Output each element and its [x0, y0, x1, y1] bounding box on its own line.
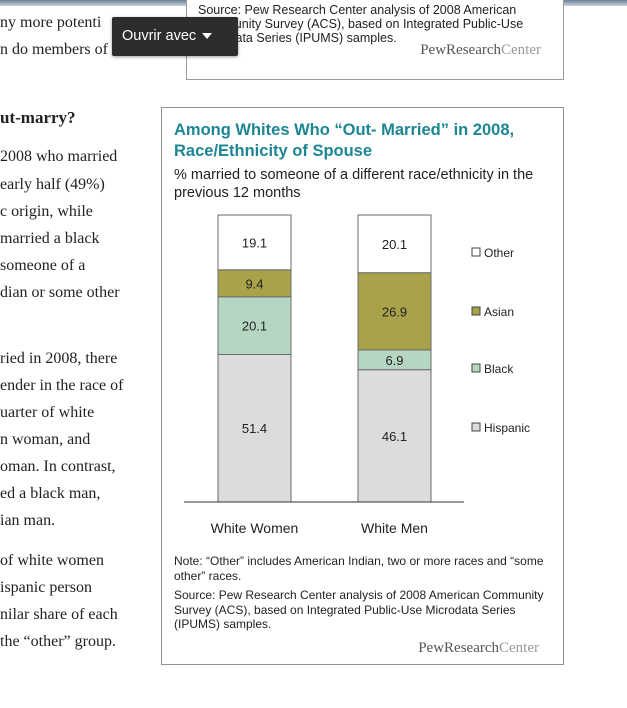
data-label: 9.4	[245, 276, 263, 291]
data-label: 26.9	[382, 304, 407, 319]
data-label: 20.1	[242, 319, 267, 334]
text-line: ispanic person	[0, 579, 92, 596]
chevron-down-icon	[202, 33, 213, 40]
pew-research-logo: PewResearchCenter	[420, 42, 541, 58]
legend-swatch-other	[471, 247, 481, 257]
legend-label-other: Other	[484, 246, 514, 260]
open-with-button[interactable]: Ouvrir avec	[112, 17, 238, 56]
text-line: early half (49%)	[0, 176, 105, 193]
open-with-label: Ouvrir avec	[122, 28, 197, 44]
category-label: White Women	[211, 520, 299, 536]
section-heading: ut-marry?	[0, 108, 76, 127]
chart-title: Among Whites Who “Out- Married” in 2008,…	[174, 121, 515, 160]
text-line: nilar share of each	[0, 606, 118, 623]
legend-swatch-hispanic	[471, 422, 481, 432]
pew-research-logo: PewResearchCenter	[418, 640, 539, 656]
bar-segment-other	[357, 214, 432, 274]
text-line: ny more potenti	[0, 14, 102, 31]
text-line: oman. In contrast,	[0, 458, 116, 475]
chart-note: Note: “Other” includes American Indian, …	[174, 554, 544, 583]
legend-label-black: Black	[484, 362, 514, 376]
text-line: of white women	[0, 552, 104, 569]
bar-segment-black	[217, 296, 292, 355]
previous-source-text: Source: Pew Research Center analysis of …	[198, 3, 524, 45]
text-line: ender in the race of	[0, 377, 124, 394]
chart-source: Source: Pew Research Center analysis of …	[174, 588, 544, 631]
data-label: 19.1	[242, 235, 267, 250]
text-line: n do members of	[0, 41, 108, 58]
legend-label-asian: Asian	[484, 305, 514, 319]
legend-swatch-black	[471, 363, 481, 373]
text-line: c origin, while	[0, 203, 93, 220]
text-line: ried in 2008, there	[0, 350, 118, 367]
text-line: 2008 who married	[0, 148, 118, 165]
article-text-column: ny more potenti n do members of ut-marry? 2…	[0, 0, 160, 708]
data-label: 51.4	[242, 421, 267, 436]
category-label: White Men	[361, 520, 428, 536]
text-line: someone of a	[0, 257, 86, 274]
text-line: dian or some other	[0, 284, 120, 301]
text-line: uarter of white	[0, 404, 95, 421]
text-line: married a black	[0, 230, 100, 247]
text-line: ian man.	[0, 512, 56, 529]
text-line: the “other” group.	[0, 633, 116, 650]
bar-segment-asian	[357, 272, 432, 351]
bar-segment-other	[217, 214, 292, 271]
legend-label-hispanic: Hispanic	[484, 421, 530, 435]
stacked-bar-chart: 51.4 20.1 9.4 19.1 White Women 46.1 6.9 26.9 20.…	[184, 214, 530, 536]
chart-subtitle: % married to someone of a different race…	[174, 167, 534, 201]
legend-swatch-asian	[471, 306, 481, 316]
data-label: 20.1	[382, 237, 407, 252]
data-label: 6.9	[385, 353, 403, 368]
data-label: 46.1	[382, 429, 407, 444]
previous-chart-source-box: Source: Pew Research Center analysis of …	[186, 0, 564, 80]
text-line: ed a black man,	[0, 485, 101, 502]
chart-container: Among Whites Who “Out- Married” in 2008,…	[161, 107, 564, 665]
text-line: n woman, and	[0, 431, 91, 448]
